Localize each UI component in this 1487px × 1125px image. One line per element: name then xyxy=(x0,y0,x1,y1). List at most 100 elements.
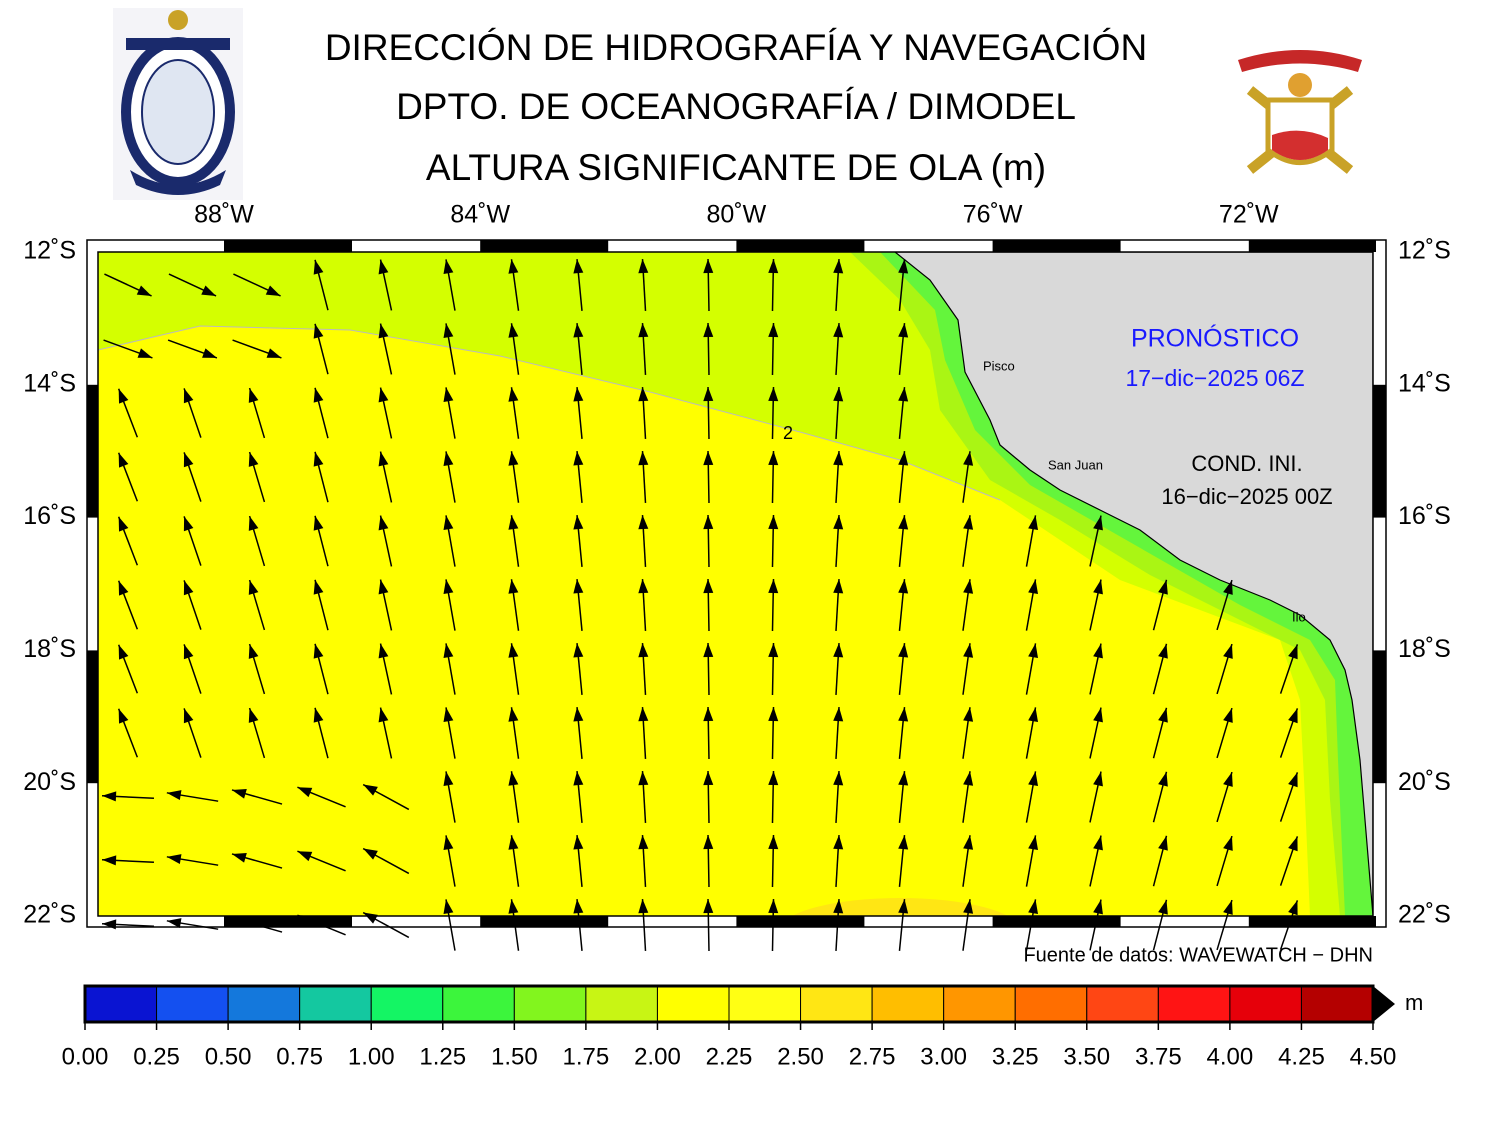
arrow-head xyxy=(963,451,974,466)
arrow-head xyxy=(248,452,259,467)
colorbar-box xyxy=(299,985,372,1023)
wave-direction-arrows xyxy=(101,258,1299,952)
arrow-head xyxy=(118,580,129,596)
lon-tick-label: 80˚W xyxy=(707,201,767,229)
lat-tick-label: 18˚S xyxy=(1398,635,1451,663)
arrow-head xyxy=(573,387,584,402)
arrow-head xyxy=(508,515,519,530)
arrow-head xyxy=(248,580,259,595)
colorbar-box xyxy=(227,985,301,1023)
arrow-head xyxy=(768,899,779,914)
arrow-head xyxy=(231,852,247,863)
arrow-head xyxy=(768,323,779,338)
colorbar-tick-label: 0.00 xyxy=(62,1043,109,1070)
colorbar-box xyxy=(656,985,730,1023)
frame-segment xyxy=(87,650,98,784)
colorbar-box xyxy=(800,985,873,1023)
frame-segment xyxy=(992,916,1121,927)
lat-tick-label: 22˚S xyxy=(23,901,76,929)
frame-ticks xyxy=(87,240,1386,927)
arrow-head xyxy=(508,899,519,914)
arrow-head xyxy=(703,835,714,850)
arrow-head xyxy=(898,387,909,402)
arrow-head xyxy=(638,259,649,274)
colorbar-box xyxy=(513,985,587,1023)
frame-segment xyxy=(736,240,865,252)
arrow-head xyxy=(508,259,519,274)
arrow-head xyxy=(638,387,649,402)
colorbar-box xyxy=(84,985,158,1023)
colorbar-box xyxy=(871,985,945,1023)
arrow-head xyxy=(443,579,454,595)
arrow-head xyxy=(898,643,909,658)
field-orange xyxy=(792,898,1008,916)
arrow-head xyxy=(166,854,182,865)
frame-segment xyxy=(736,916,865,927)
arrow-head xyxy=(378,259,389,275)
arrow-head xyxy=(1028,707,1039,723)
arrow-head xyxy=(898,835,909,850)
lat-tick-label: 16˚S xyxy=(1398,502,1451,530)
lat-tick-label: 18˚S xyxy=(23,635,76,663)
lat-tick-label: 20˚S xyxy=(1398,768,1451,796)
colorbar-box xyxy=(1229,985,1302,1023)
arrow-head xyxy=(1093,579,1103,595)
arrow-head xyxy=(898,579,909,594)
arrow-head xyxy=(1093,643,1103,659)
arrow-head xyxy=(1028,643,1039,659)
colorbar-tick-label: 3.75 xyxy=(1135,1043,1182,1070)
arrow-head xyxy=(443,451,454,467)
arrow-head xyxy=(638,643,649,658)
arrow-head xyxy=(638,835,649,850)
arrow-head xyxy=(1028,579,1039,595)
colorbar-box xyxy=(370,985,444,1023)
arrow-head xyxy=(443,323,454,339)
arrow-head xyxy=(443,899,454,915)
arrow-head xyxy=(963,515,974,530)
arrow-head xyxy=(833,579,844,594)
arrow-head xyxy=(508,835,519,850)
arrow-head xyxy=(573,899,584,914)
arrow-head xyxy=(573,771,584,786)
arrow-head xyxy=(898,515,909,530)
arrow-head xyxy=(1093,515,1103,531)
colorbar-tick-label: 0.25 xyxy=(133,1043,180,1070)
arrow-head xyxy=(898,771,909,786)
arrow-head xyxy=(833,515,844,530)
arrow-head xyxy=(573,643,584,658)
arrow-head xyxy=(313,259,324,275)
title-line: DIRECCIÓN DE HIDROGRAFÍA Y NAVEGACIÓN xyxy=(325,27,1147,68)
frame-segment xyxy=(87,384,98,518)
arrow-head xyxy=(573,579,584,594)
arrow-head xyxy=(378,643,389,659)
arrow-head xyxy=(102,919,117,930)
arrow-head xyxy=(1288,900,1298,916)
arrow-head xyxy=(202,348,217,358)
arrow-head xyxy=(313,323,324,339)
arrow-head xyxy=(118,452,129,468)
arrow-head xyxy=(703,579,714,594)
arrow-head xyxy=(833,323,844,338)
arrow-head xyxy=(1158,579,1168,595)
arrow-head xyxy=(573,259,584,274)
arrow-head xyxy=(508,387,519,402)
arrow-head xyxy=(1288,644,1298,660)
colorbar: 0.00 0.25 0.50 0.75 1.00 1.25 1.50 1.75 2.00 2.25… xyxy=(62,984,1396,1070)
arrow-head xyxy=(118,516,129,532)
arrow-head xyxy=(1158,899,1168,915)
lat-tick-label: 12˚S xyxy=(23,237,76,265)
lon-tick-label: 88˚W xyxy=(194,201,254,229)
arrow-head xyxy=(183,516,194,532)
arrow-head xyxy=(638,707,649,722)
arrow-head xyxy=(768,707,779,722)
colorbar-tick-label: 2.50 xyxy=(777,1043,824,1070)
arrow-head xyxy=(231,788,247,799)
arrow-head xyxy=(118,708,129,724)
lat-tick-label: 16˚S xyxy=(23,502,76,530)
arrow-head xyxy=(102,791,117,802)
arrow-head xyxy=(166,790,182,801)
arrow-head xyxy=(266,348,282,358)
arrow-head xyxy=(313,707,324,723)
colorbar-box xyxy=(1014,985,1088,1023)
